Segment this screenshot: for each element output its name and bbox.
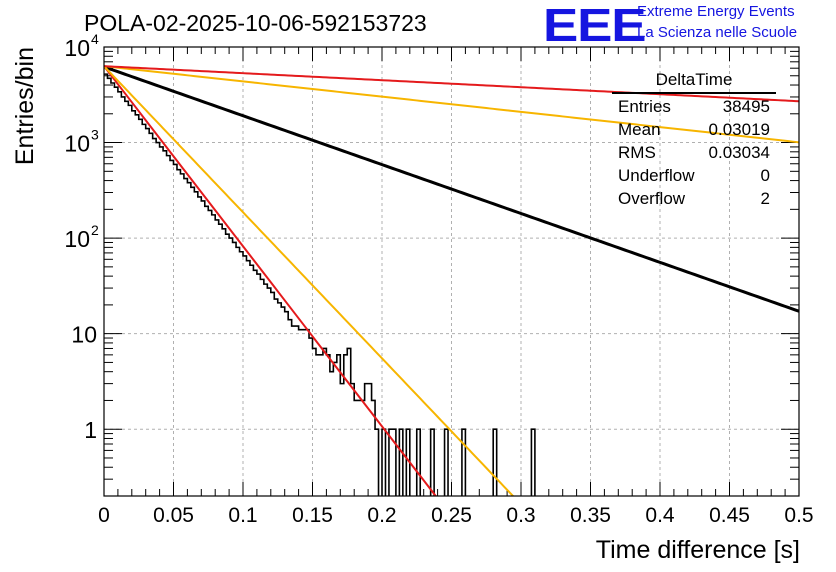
eee-logo: EEE xyxy=(543,0,647,51)
stats-value: 2 xyxy=(760,189,770,208)
expected-red-shallow xyxy=(104,65,799,103)
x-tick-label: 0.35 xyxy=(570,504,611,527)
stats-row: Entries 38495 xyxy=(612,95,776,118)
y-tick-exponent: 2 xyxy=(91,222,99,238)
stats-box: DeltaTime Entries 38495 Mean 0.03019 RMS 0.… xyxy=(612,70,776,210)
data-layer xyxy=(104,65,799,496)
y-tick-label: 10 xyxy=(64,35,90,61)
stats-label: RMS xyxy=(618,143,656,162)
chart-title: POLA-02-2025-10-06-592153723 xyxy=(84,10,427,36)
stats-value: 0.03034 xyxy=(708,143,770,162)
y-tick-exponent: 3 xyxy=(91,127,99,143)
x-axis-label: Time difference [s] xyxy=(596,536,800,564)
stats-value: 0.03019 xyxy=(708,120,770,139)
stats-value: 0 xyxy=(760,166,770,185)
x-tick-label: 0 xyxy=(98,504,110,527)
x-tick-label: 0.2 xyxy=(367,504,396,527)
x-tick-label: 0.4 xyxy=(645,504,675,527)
x-tick-label: 0.05 xyxy=(153,504,194,527)
x-tick-label: 0.1 xyxy=(228,504,257,527)
stats-row: Underflow 0 xyxy=(612,164,776,187)
y-tick-label: 1 xyxy=(84,417,97,443)
plot-frame xyxy=(103,46,800,497)
y-axis-label: Entries/bin xyxy=(11,47,39,165)
y-tick-label: 10 xyxy=(71,322,97,348)
x-tick-label: 0.5 xyxy=(784,504,813,527)
stats-label: Underflow xyxy=(618,166,695,185)
logo-line-1: Extreme Energy Events xyxy=(637,3,795,20)
expected-orange-shallow xyxy=(104,65,799,144)
expected-orange-steep xyxy=(104,65,515,496)
stats-row: Overflow 2 xyxy=(612,187,776,210)
x-tick-label: 0.3 xyxy=(506,504,535,527)
stats-value: 38495 xyxy=(722,97,770,116)
fit-black xyxy=(104,65,799,313)
stats-label: Entries xyxy=(618,97,671,116)
x-tick-label: 0.45 xyxy=(709,504,750,527)
stats-label: Mean xyxy=(618,120,661,139)
stats-title: DeltaTime xyxy=(612,70,776,94)
x-tick-label: 0.25 xyxy=(431,504,472,527)
stats-row: Mean 0.03019 xyxy=(612,118,776,141)
logo-line-2: La Scienza nelle Scuole xyxy=(637,24,798,41)
x-tick-label: 0.15 xyxy=(292,504,333,527)
stats-row: RMS 0.03034 xyxy=(612,141,776,164)
expected-red-steep xyxy=(104,65,437,496)
y-tick-label: 10 xyxy=(64,131,90,157)
stats-label: Overflow xyxy=(618,189,686,208)
histogram-bars xyxy=(104,73,536,496)
y-tick-exponent: 4 xyxy=(91,31,99,47)
y-tick-label: 10 xyxy=(64,226,90,252)
